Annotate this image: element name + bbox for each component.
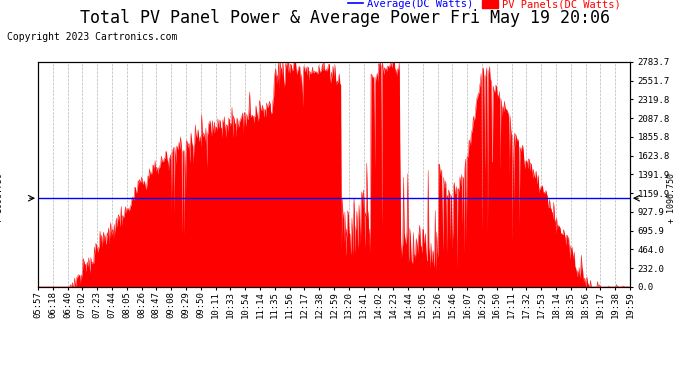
Text: Copyright 2023 Cartronics.com: Copyright 2023 Cartronics.com: [7, 32, 177, 42]
Text: Total PV Panel Power & Average Power Fri May 19 20:06: Total PV Panel Power & Average Power Fri…: [80, 9, 610, 27]
Text: + 1096.750: + 1096.750: [667, 173, 676, 223]
Text: + 1096.750: + 1096.750: [0, 173, 3, 223]
Legend: Average(DC Watts), PV Panels(DC Watts): Average(DC Watts), PV Panels(DC Watts): [344, 0, 624, 13]
